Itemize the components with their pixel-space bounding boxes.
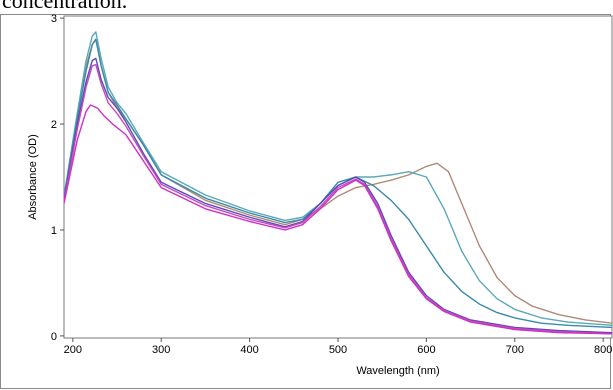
- x-tick-label: 600: [417, 344, 435, 356]
- series-line-3: [64, 38, 612, 329]
- caption-fragment: concentration.: [2, 0, 128, 13]
- series-line-2: [64, 31, 612, 326]
- x-tick-label: 200: [64, 344, 82, 356]
- series-group: [64, 31, 612, 335]
- tick-labels: 200 300 400 500 600 700 800 0 1 2 3: [51, 13, 612, 356]
- axes: [60, 15, 613, 342]
- x-tick-label: 500: [329, 344, 347, 356]
- series-line-5: [64, 64, 612, 335]
- x-axis-title: Wavelength (nm): [356, 365, 439, 377]
- plot-area: [63, 15, 613, 339]
- y-tick-label: 1: [51, 225, 57, 237]
- series-line-4: [64, 57, 612, 334]
- x-tick-label: 400: [240, 344, 258, 356]
- x-tick-label: 800: [594, 344, 612, 356]
- y-tick-label: 2: [51, 119, 57, 131]
- x-tick-label: 300: [152, 344, 170, 356]
- y-tick-label: 3: [51, 13, 57, 25]
- y-tick-label: 0: [51, 331, 57, 343]
- x-tick-label: 700: [506, 344, 524, 356]
- y-axis-title: Absorbance (OD): [27, 134, 39, 220]
- series-line-6: [64, 104, 612, 335]
